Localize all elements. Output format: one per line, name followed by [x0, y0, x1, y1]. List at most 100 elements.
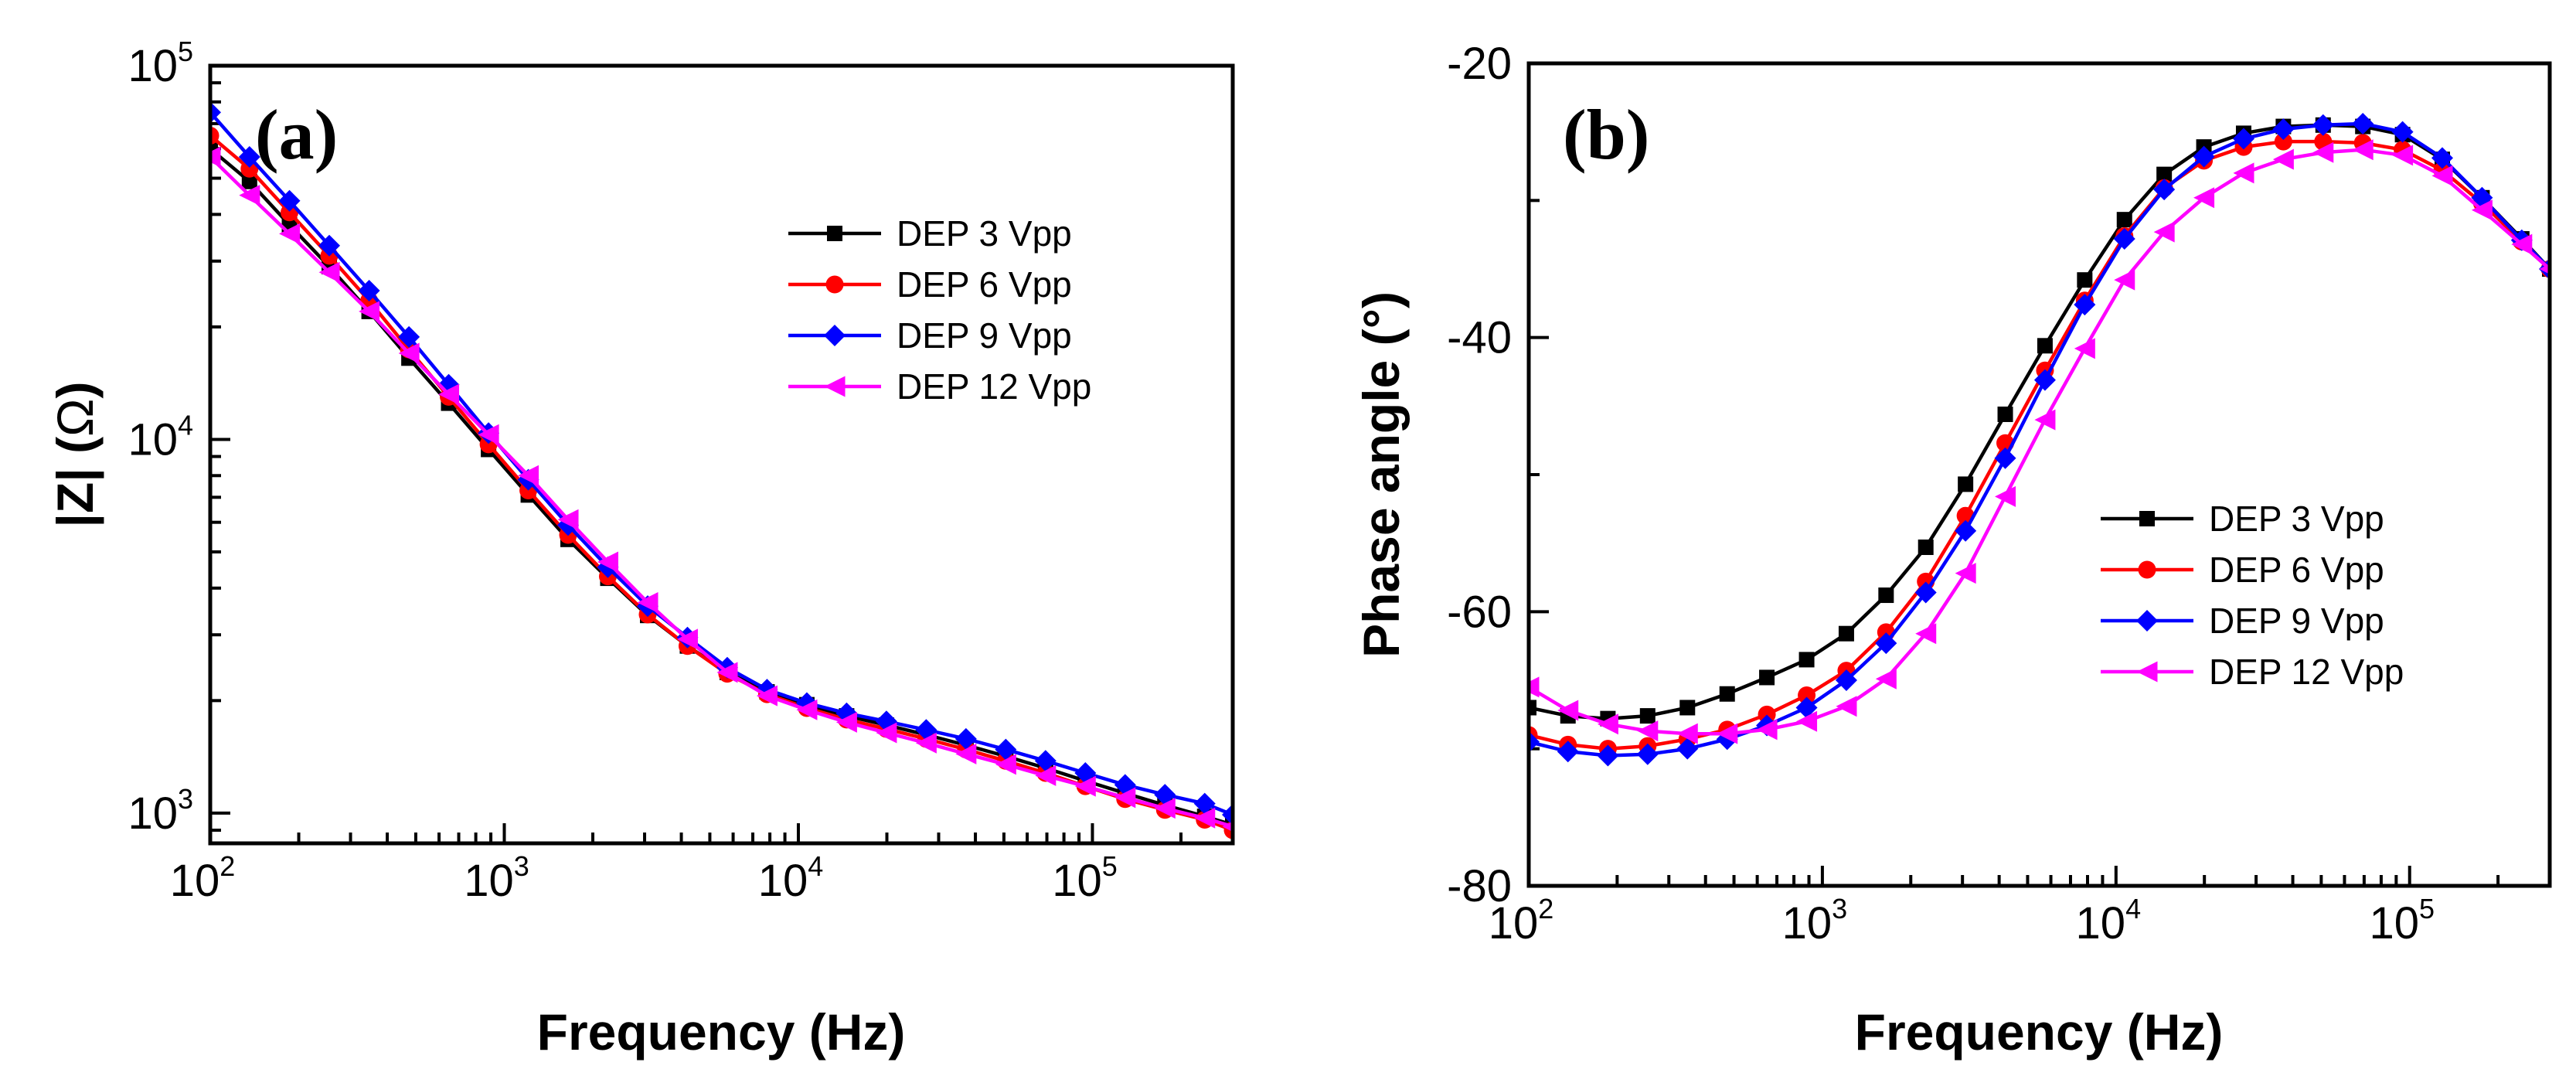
x-axis-title: Frequency (Hz) [1855, 1003, 2224, 1061]
data-point [2272, 118, 2295, 141]
data-point [1719, 686, 1735, 702]
data-point [2471, 199, 2493, 221]
data-point [2539, 264, 2550, 274]
data-point [2139, 511, 2155, 526]
x-tick-label: 105 [2369, 893, 2435, 948]
data-point [1529, 676, 1540, 698]
data-point [1193, 792, 1216, 815]
data-point [1222, 803, 1233, 826]
data-point [1836, 696, 1857, 717]
data-point [2136, 610, 2158, 632]
data-point [1875, 632, 1897, 655]
data-point [1114, 787, 1136, 809]
data-point [1914, 581, 1937, 604]
data-point [825, 275, 844, 294]
data-point [1918, 539, 1934, 555]
legend-label: DEP 9 Vpp [897, 315, 1072, 356]
series-layer [1529, 113, 2550, 767]
data-point [955, 727, 977, 750]
data-point [2233, 162, 2254, 184]
data-point [597, 551, 618, 573]
data-point [1798, 686, 1816, 705]
data-point [438, 383, 460, 405]
data-point [1875, 668, 1897, 690]
data-point [1676, 737, 1699, 760]
data-point [835, 711, 857, 733]
y-tick-labels: 103 104 105 [128, 36, 230, 839]
data-point [1995, 485, 2016, 507]
x-tick-label: 102 [170, 850, 236, 906]
data-point [359, 301, 380, 322]
data-point [637, 591, 658, 613]
data-point [1639, 708, 1656, 724]
series-dep-6-vpp [210, 126, 1233, 839]
data-point [1994, 447, 2016, 469]
series-dep-9-vpp [210, 101, 1233, 826]
impedance-panel: 102 103 104 105 103 104 105 (a) Frequency (Hz… [46, 36, 1235, 1061]
data-point [1597, 713, 1618, 735]
y-tick-label: 105 [128, 36, 193, 91]
data-point [2136, 661, 2158, 683]
y-axis-title: Phase angle (°) [1353, 291, 1410, 658]
data-point [1756, 719, 1778, 741]
data-point [2138, 560, 2156, 579]
series-dep-12-vpp [210, 146, 1233, 833]
data-point [827, 226, 842, 241]
data-point [1074, 775, 1096, 797]
data-point [398, 325, 420, 348]
data-point [1529, 730, 1540, 753]
data-point [1636, 743, 1659, 765]
data-point [2391, 121, 2414, 143]
data-point [1958, 476, 1974, 492]
data-point [1114, 774, 1136, 796]
data-point [1154, 798, 1176, 819]
x-tick-labels: 102 103 104 105 [1489, 866, 2551, 948]
data-point [1222, 821, 1233, 833]
series-line [210, 134, 1233, 833]
data-point [518, 465, 539, 486]
legend: DEP 3 Vpp DEP 6 Vpp DEP 9 Vpp DEP 12 Vpp [2101, 499, 2404, 692]
data-point [1835, 669, 1857, 691]
data-point [2312, 114, 2334, 136]
legend-item: DEP 3 Vpp [2101, 499, 2384, 539]
y-tick-label: 104 [128, 409, 193, 465]
data-point [876, 722, 897, 744]
data-point [1597, 744, 1619, 767]
y-tick-label: -60 [1447, 587, 1512, 637]
data-point [478, 424, 499, 445]
data-point [1676, 723, 1698, 744]
data-point [2156, 166, 2173, 182]
data-point [1637, 720, 1659, 742]
legend-label: DEP 12 Vpp [2209, 652, 2404, 692]
data-point [210, 101, 221, 124]
plot-frame [208, 63, 1235, 846]
series-dep-9-vpp [1529, 113, 2550, 767]
y-tick-label: -80 [1447, 861, 1512, 911]
legend-item: DEP 6 Vpp [788, 264, 1072, 305]
x-tick-label: 104 [2076, 893, 2142, 948]
data-point [358, 280, 380, 302]
data-point [1795, 696, 1818, 719]
data-point [2392, 145, 2414, 166]
data-point [824, 325, 846, 346]
data-point [955, 743, 977, 764]
data-point [278, 189, 301, 212]
legend-label: DEP 6 Vpp [897, 264, 1072, 305]
plot-frame [1526, 61, 2552, 888]
series-dep-12-vpp [1529, 139, 2550, 744]
data-point [676, 628, 698, 650]
data-point [2352, 139, 2374, 161]
data-point [2193, 187, 2215, 209]
data-point [716, 662, 738, 683]
data-point [1798, 652, 1815, 668]
data-point [238, 146, 260, 169]
legend-item: DEP 9 Vpp [2101, 601, 2384, 641]
legend-label: DEP 3 Vpp [2209, 499, 2384, 539]
data-point [210, 146, 221, 168]
data-point [2077, 272, 2093, 288]
data-point [796, 699, 818, 720]
y-tick-label: -20 [1447, 39, 1512, 89]
legend-item: DEP 12 Vpp [2101, 652, 2404, 692]
data-point [2312, 141, 2334, 163]
